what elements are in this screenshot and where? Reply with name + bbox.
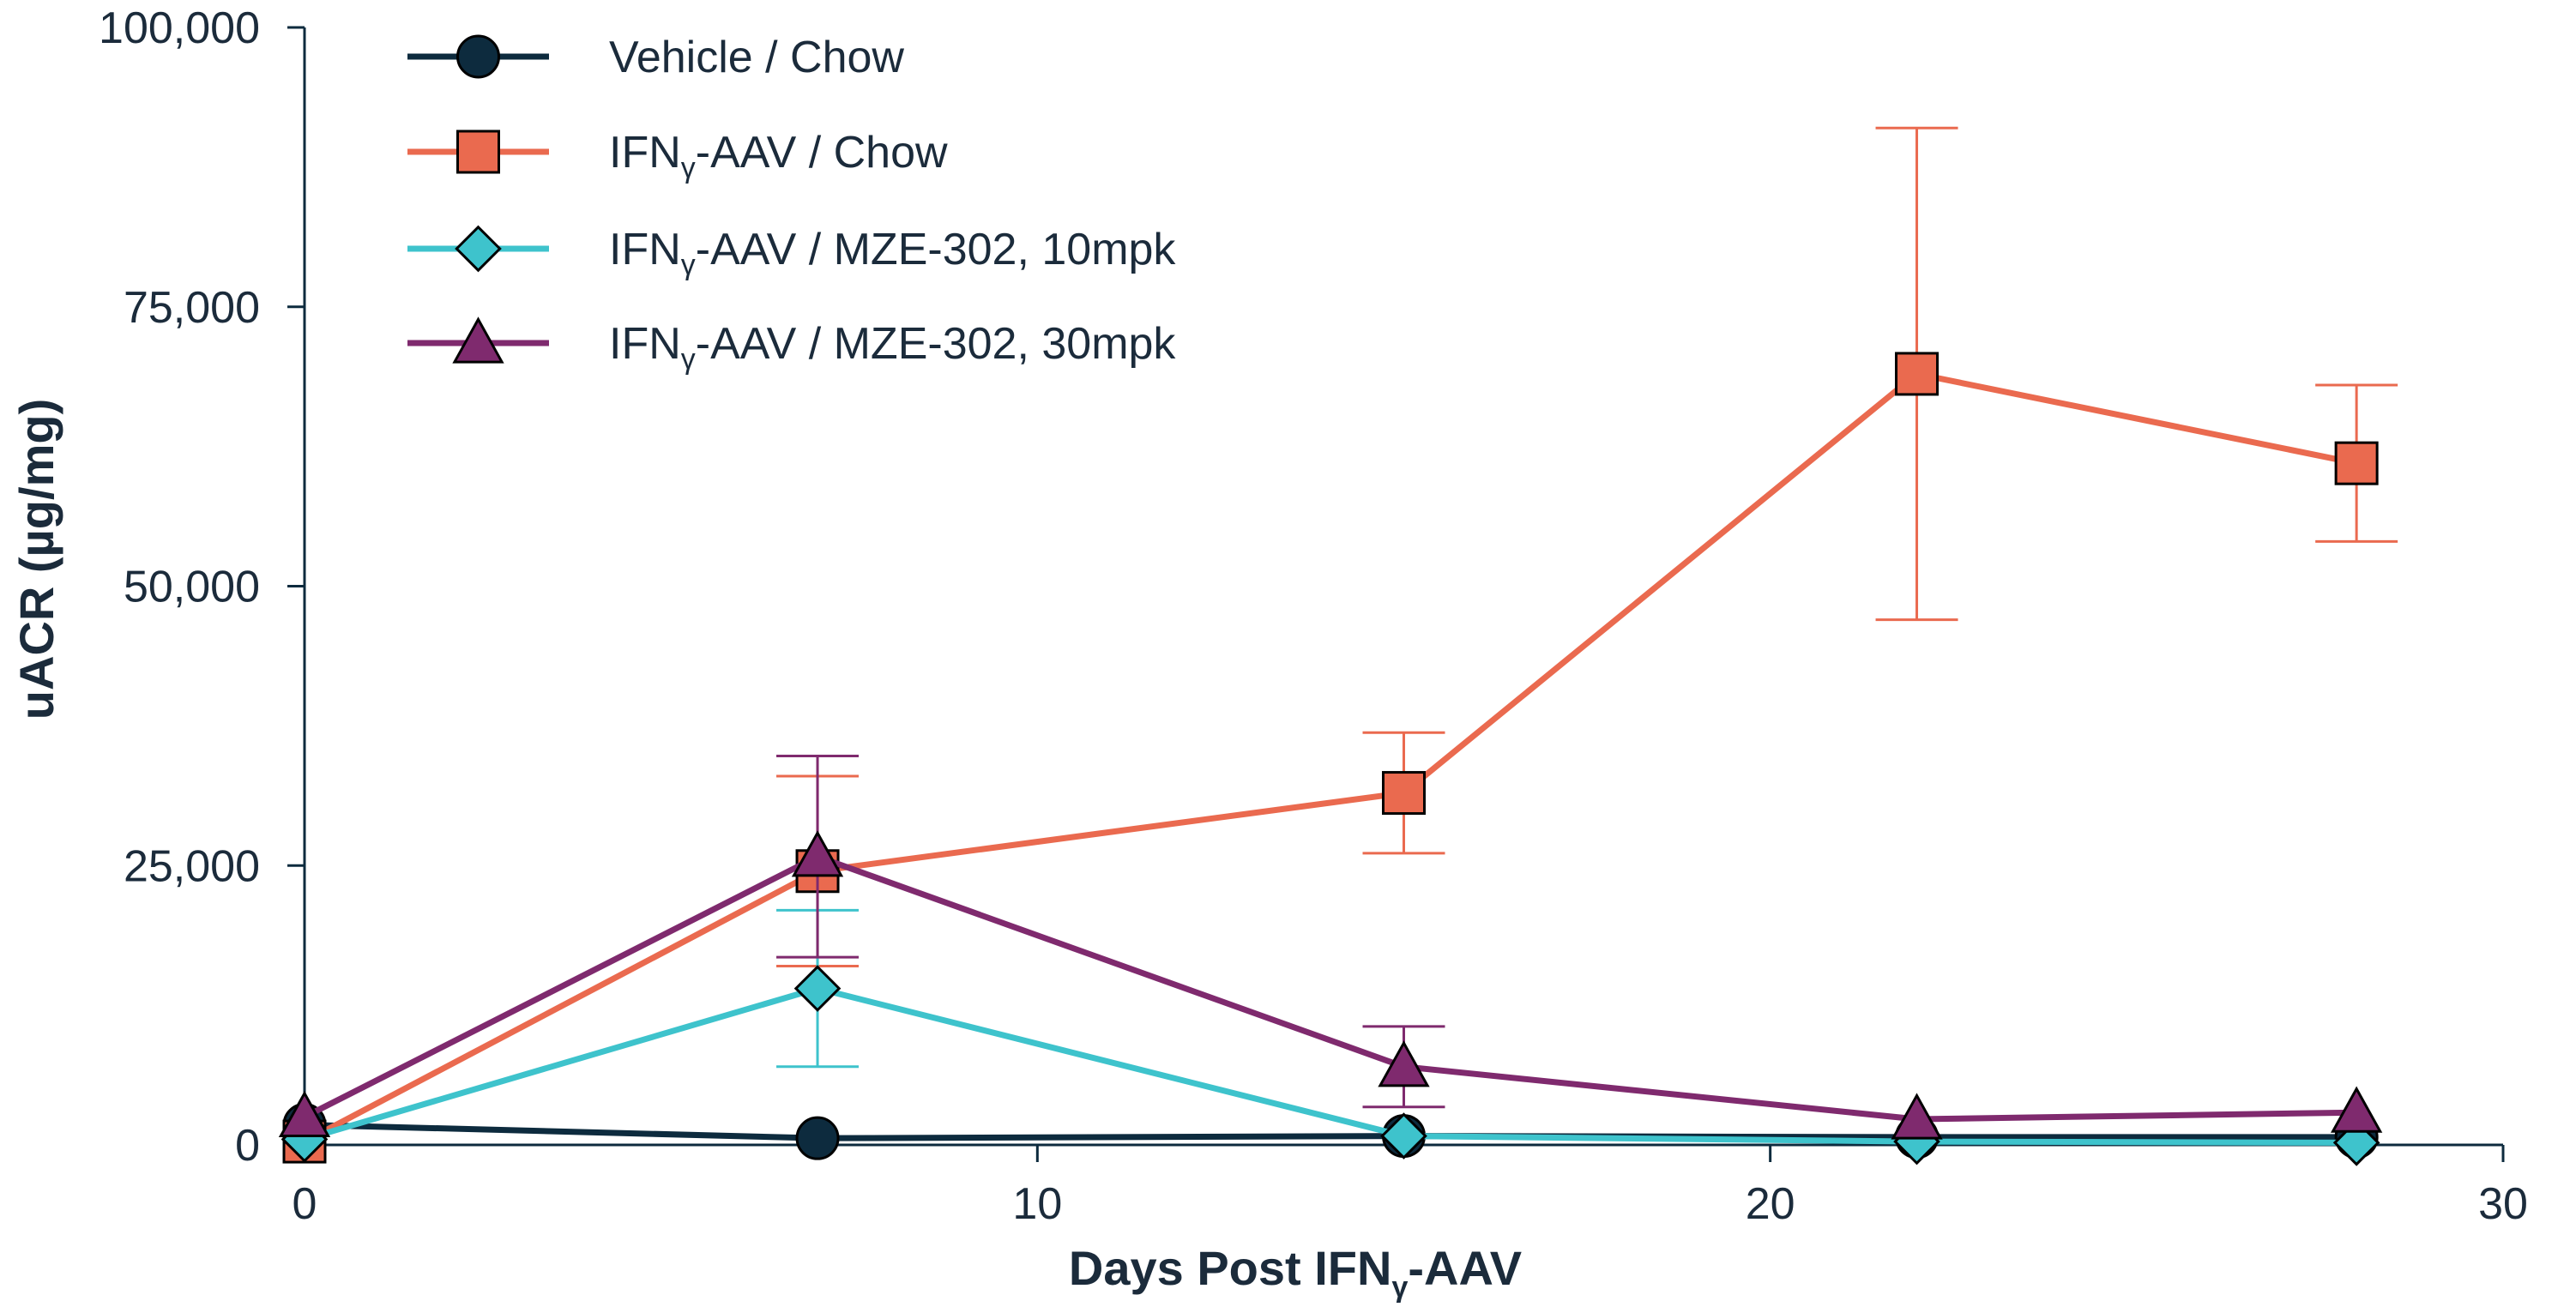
data-point bbox=[2330, 1086, 2383, 1133]
data-point bbox=[1378, 1040, 1430, 1087]
legend-entry-3: IFNγ-AAV / MZE-302, 10mpk bbox=[407, 225, 1176, 281]
data-point bbox=[1382, 771, 1426, 816]
data-point bbox=[1895, 352, 1940, 396]
series-line bbox=[304, 1122, 2357, 1141]
legend-entry-2: IFNγ-AAV / Chow bbox=[407, 128, 948, 184]
x-tick-label: 0 bbox=[293, 1179, 317, 1229]
axes bbox=[303, 27, 2503, 1147]
data-point bbox=[795, 1116, 840, 1160]
y-tick-label: 25,000 bbox=[124, 841, 260, 891]
series-line bbox=[303, 370, 2357, 1145]
series bbox=[278, 126, 2398, 1166]
legend-label: IFNγ-AAV / MZE-302, 10mpk bbox=[609, 225, 1176, 281]
legend-label: IFNγ-AAV / MZE-302, 30mpk bbox=[609, 319, 1176, 376]
legend-label: IFNγ-AAV / Chow bbox=[609, 128, 948, 184]
ticks: 0 25,000 50,000 75,000 100,000 0 10 20 30 bbox=[99, 3, 2528, 1229]
x-tick-label: 30 bbox=[2478, 1179, 2528, 1229]
y-tick-label: 75,000 bbox=[124, 283, 260, 333]
legend: Vehicle / Chow IFNγ-AAV / Chow IFNγ-AAV / … bbox=[407, 33, 1176, 376]
data-point bbox=[1891, 1093, 1943, 1140]
y-axis-title: uACR (µg/mg) bbox=[9, 399, 63, 720]
data-point bbox=[791, 830, 844, 877]
y-tick-label: 100,000 bbox=[99, 3, 260, 53]
data-point bbox=[278, 1090, 331, 1138]
x-axis-title: Days Post IFNγ-AAV bbox=[1069, 1241, 1522, 1304]
data-point bbox=[2334, 441, 2379, 485]
legend-marker bbox=[456, 34, 500, 79]
series-4 bbox=[278, 755, 2383, 1140]
legend-entry-1: Vehicle / Chow bbox=[407, 33, 904, 82]
y-tick-label: 0 bbox=[235, 1121, 260, 1171]
series-line bbox=[303, 853, 2357, 1123]
series-2 bbox=[282, 126, 2398, 1164]
legend-marker bbox=[452, 316, 504, 364]
legend-marker bbox=[456, 129, 500, 174]
data-point bbox=[2332, 1119, 2380, 1166]
y-tick-label: 50,000 bbox=[124, 563, 260, 612]
data-point bbox=[1380, 1112, 1427, 1159]
data-point bbox=[793, 965, 842, 1012]
series-1 bbox=[282, 1103, 2379, 1160]
series-3 bbox=[281, 908, 2380, 1166]
x-tick-label: 20 bbox=[1746, 1179, 1795, 1229]
legend-entry-4: IFNγ-AAV / MZE-302, 30mpk bbox=[407, 316, 1176, 376]
legend-label: Vehicle / Chow bbox=[609, 33, 904, 82]
legend-marker bbox=[455, 225, 502, 273]
x-tick-label: 10 bbox=[1012, 1179, 1062, 1229]
